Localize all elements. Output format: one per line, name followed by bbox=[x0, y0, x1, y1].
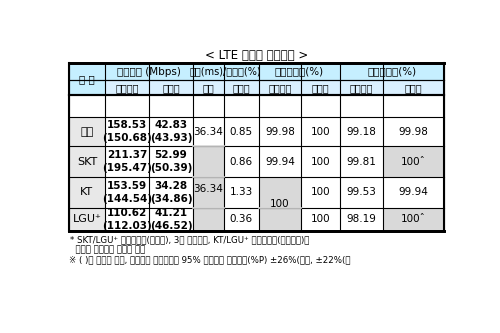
Bar bbox=[340, 80, 382, 95]
Bar bbox=[301, 80, 340, 95]
Bar bbox=[224, 146, 258, 177]
Text: 110.62
(112.03): 110.62 (112.03) bbox=[102, 208, 152, 230]
Bar bbox=[68, 177, 105, 208]
Bar bbox=[192, 208, 224, 231]
Text: 전송속도 (Mbps): 전송속도 (Mbps) bbox=[117, 67, 181, 77]
Text: 접속성공율(%): 접속성공율(%) bbox=[274, 67, 324, 77]
Bar bbox=[105, 80, 150, 95]
Bar bbox=[224, 80, 258, 95]
Text: 34.28
(34.86): 34.28 (34.86) bbox=[150, 181, 192, 203]
Text: 42.83
(43.93): 42.83 (43.93) bbox=[150, 121, 192, 143]
Bar bbox=[258, 117, 301, 146]
Text: 통계적 유의미한 차이가 없음: 통계적 유의미한 차이가 없음 bbox=[70, 245, 146, 254]
Text: 100: 100 bbox=[311, 187, 330, 197]
Bar bbox=[150, 80, 192, 95]
Text: 158.53
(150.68): 158.53 (150.68) bbox=[102, 121, 152, 143]
Bar bbox=[224, 117, 258, 146]
Text: 99.94: 99.94 bbox=[265, 157, 295, 166]
Bar bbox=[224, 208, 258, 231]
Bar bbox=[105, 117, 150, 146]
Text: 다운로드: 다운로드 bbox=[350, 83, 373, 93]
Bar bbox=[258, 208, 301, 231]
Bar bbox=[105, 63, 192, 80]
Bar bbox=[382, 146, 444, 177]
Text: 다운로드: 다운로드 bbox=[268, 83, 291, 93]
Text: ※ ( )는 전년도 결과, 전송속도 오차범위는 95% 신뢰수준 허용오차(%P) ±26%(다운, ±22%(업: ※ ( )는 전년도 결과, 전송속도 오차범위는 95% 신뢰수준 허용오차(… bbox=[68, 255, 350, 264]
Text: 99.98: 99.98 bbox=[265, 127, 295, 137]
Bar bbox=[68, 117, 105, 146]
Text: 1.33: 1.33 bbox=[230, 187, 253, 197]
Text: 구 분: 구 분 bbox=[79, 74, 95, 84]
Text: 지연(ms)/손실율(%): 지연(ms)/손실율(%) bbox=[190, 67, 262, 77]
Bar bbox=[150, 117, 192, 146]
Bar bbox=[258, 177, 301, 208]
Bar bbox=[224, 177, 258, 208]
Bar bbox=[382, 117, 444, 146]
Text: 0.85: 0.85 bbox=[230, 127, 252, 137]
Bar bbox=[68, 146, 105, 177]
Text: 업로드: 업로드 bbox=[162, 83, 180, 93]
Bar bbox=[192, 117, 224, 146]
Text: 153.59
(144.54): 153.59 (144.54) bbox=[102, 181, 152, 203]
Text: 업로드: 업로드 bbox=[312, 83, 330, 93]
Text: 36.34: 36.34 bbox=[194, 127, 223, 137]
Bar bbox=[68, 63, 105, 95]
Bar bbox=[301, 117, 340, 146]
Text: 52.99
(50.39): 52.99 (50.39) bbox=[150, 151, 192, 173]
Bar bbox=[340, 63, 444, 80]
Text: 100: 100 bbox=[311, 127, 330, 137]
Bar bbox=[258, 80, 301, 95]
Bar bbox=[105, 208, 150, 231]
Bar bbox=[340, 208, 382, 231]
Text: 손실율: 손실율 bbox=[232, 83, 250, 93]
Text: 99.18: 99.18 bbox=[346, 127, 376, 137]
Text: 다운로드: 다운로드 bbox=[116, 83, 139, 93]
Text: SKT: SKT bbox=[77, 157, 97, 166]
Bar bbox=[382, 177, 444, 208]
Bar bbox=[150, 208, 192, 231]
Bar bbox=[301, 177, 340, 208]
Text: 98.19: 98.19 bbox=[346, 214, 376, 224]
Text: 99.98: 99.98 bbox=[398, 127, 428, 137]
Bar bbox=[105, 146, 150, 177]
Bar bbox=[301, 146, 340, 177]
Bar bbox=[192, 177, 224, 208]
Text: 지연: 지연 bbox=[202, 83, 214, 93]
Text: KT: KT bbox=[80, 187, 94, 197]
Bar bbox=[192, 80, 224, 95]
Text: 36.34: 36.34 bbox=[194, 183, 223, 193]
Bar bbox=[340, 177, 382, 208]
Bar bbox=[382, 208, 444, 231]
Bar bbox=[340, 117, 382, 146]
Bar bbox=[150, 146, 192, 177]
Text: 전체: 전체 bbox=[80, 127, 94, 137]
Bar bbox=[105, 177, 150, 208]
Bar bbox=[258, 63, 340, 80]
Bar bbox=[150, 177, 192, 208]
Text: 100ˆ: 100ˆ bbox=[401, 214, 425, 224]
Text: 41.21
(46.52): 41.21 (46.52) bbox=[150, 208, 192, 230]
Text: 99.53: 99.53 bbox=[346, 187, 376, 197]
Text: 211.37
(195.47): 211.37 (195.47) bbox=[102, 151, 152, 173]
Text: 99.81: 99.81 bbox=[346, 157, 376, 166]
Text: 업로드: 업로드 bbox=[404, 83, 422, 93]
Text: 0.36: 0.36 bbox=[230, 214, 252, 224]
Text: * SKT/LGU⁺ 전송성공율(업로드), 3사 지연시간, KT/LGU⁺ 접속성공율(다운로드)은: * SKT/LGU⁺ 전송성공율(업로드), 3사 지연시간, KT/LGU⁺ … bbox=[70, 235, 310, 244]
Bar bbox=[382, 80, 444, 95]
Bar bbox=[68, 208, 105, 231]
Text: 100ˆ: 100ˆ bbox=[401, 157, 425, 166]
Bar bbox=[192, 63, 258, 80]
Text: 0.86: 0.86 bbox=[230, 157, 252, 166]
Bar bbox=[258, 146, 301, 177]
Text: 전송성공율(%): 전송성공율(%) bbox=[368, 67, 416, 77]
Bar bbox=[192, 146, 224, 177]
Bar bbox=[301, 208, 340, 231]
Text: 100: 100 bbox=[311, 214, 330, 224]
Text: 100: 100 bbox=[270, 199, 289, 209]
Text: 100: 100 bbox=[311, 157, 330, 166]
Bar bbox=[340, 146, 382, 177]
Text: < LTE 서비스 평가결과 >: < LTE 서비스 평가결과 > bbox=[204, 49, 308, 62]
Text: 99.94: 99.94 bbox=[398, 187, 428, 197]
Text: LGU⁺: LGU⁺ bbox=[72, 214, 102, 224]
